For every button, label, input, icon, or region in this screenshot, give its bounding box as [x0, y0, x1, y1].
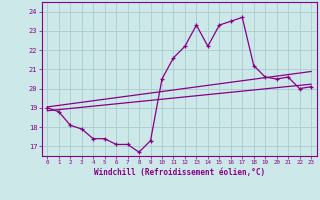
X-axis label: Windchill (Refroidissement éolien,°C): Windchill (Refroidissement éolien,°C): [94, 168, 265, 177]
